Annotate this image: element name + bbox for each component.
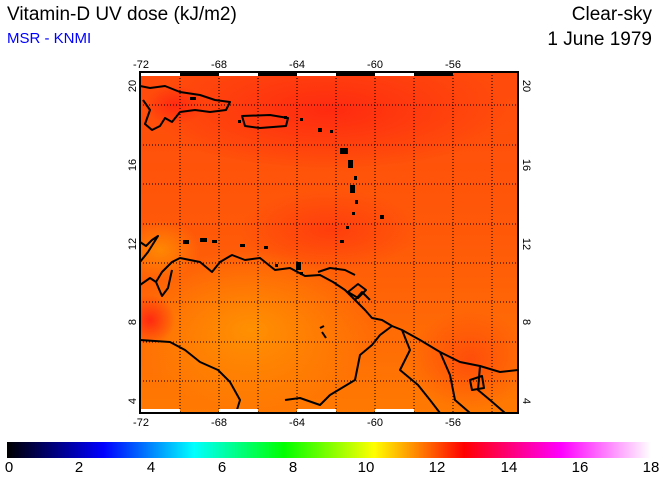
- islands: [183, 97, 384, 275]
- lon-tick: -56: [445, 59, 461, 71]
- lat-tick: 20: [520, 80, 532, 92]
- lon-tick: -64: [289, 417, 305, 429]
- lon-tick: -60: [367, 59, 383, 71]
- lon-tick: -72: [133, 417, 149, 429]
- lat-tick: 16: [127, 159, 139, 171]
- colorbar-label: 14: [500, 459, 518, 476]
- lat-tick: 8: [127, 319, 139, 325]
- lon-ticks-bottom: -72 -68 -64 -60 -56: [133, 417, 461, 429]
- lat-tick: 16: [520, 159, 532, 171]
- map-title: Vitamin-D UV dose (kJ/m2): [7, 4, 237, 25]
- colorbar-label: 10: [357, 459, 375, 476]
- lon-tick: -68: [211, 59, 227, 71]
- source-label: MSR - KNMI: [7, 30, 92, 47]
- lat-tick: 4: [127, 398, 139, 404]
- lon-ticks-top: -72 -68 -64 -60 -56: [133, 59, 461, 71]
- coastlines: [140, 85, 518, 413]
- colorbar-label: 2: [74, 459, 84, 476]
- lat-ticks-left: 20 16 12 8 4: [127, 80, 139, 404]
- lon-tick: -60: [367, 417, 383, 429]
- lat-tick: 12: [520, 238, 532, 250]
- lat-tick: 8: [520, 319, 532, 325]
- colorbar: [7, 442, 651, 458]
- lon-tick: -64: [289, 59, 305, 71]
- graticule: [140, 72, 518, 413]
- frame-ticks: [141, 72, 453, 412]
- map-frame: [139, 71, 519, 414]
- colorbar-label: 12: [428, 459, 446, 476]
- colorbar-label: 0: [4, 459, 14, 476]
- lat-tick: 12: [127, 238, 139, 250]
- colorbar-label: 6: [217, 459, 227, 476]
- lat-tick: 4: [520, 398, 532, 404]
- lat-tick: 20: [127, 80, 139, 92]
- map-date: 1 June 1979: [547, 29, 652, 50]
- colorbar-label: 8: [288, 459, 298, 476]
- colorbar-label: 16: [571, 459, 589, 476]
- colorbar-label: 18: [642, 459, 660, 476]
- lon-tick: -68: [211, 417, 227, 429]
- lon-tick: -56: [445, 417, 461, 429]
- lon-tick: -72: [133, 59, 149, 71]
- colorbar-label: 4: [146, 459, 156, 476]
- uv-field: [140, 72, 518, 413]
- sky-condition: Clear-sky: [571, 4, 652, 25]
- lat-ticks-right: 20 16 12 8 4: [520, 80, 532, 404]
